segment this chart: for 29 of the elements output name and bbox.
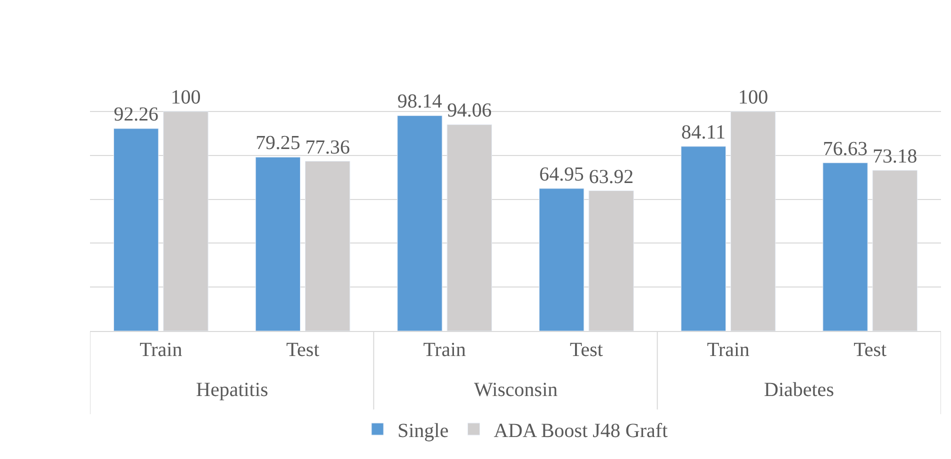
text: Diabetes: [764, 379, 834, 401]
bar: [397, 115, 442, 331]
data-label: 64.95: [539, 164, 584, 186]
bar: [539, 188, 584, 331]
x-tick-label: Test: [570, 339, 604, 361]
data-label: 76.63: [822, 138, 868, 160]
x-tick-label: Train: [140, 339, 182, 361]
x-tick-label: Train: [706, 339, 750, 361]
data-label: 84.11: [681, 121, 726, 144]
x-tick-label: Test: [854, 339, 888, 361]
x-tick-label: Train: [423, 339, 466, 361]
data-label: 100: [170, 86, 201, 109]
data-label: 63.92: [588, 166, 634, 188]
bar: [114, 128, 159, 331]
data-label: 77.36: [305, 136, 350, 158]
bar: [822, 162, 868, 331]
x-tick-label: Test: [286, 339, 320, 361]
text: Wisconsin: [474, 379, 558, 401]
bar: [255, 156, 301, 331]
legend-label: ADA Boost J48 Graft: [494, 420, 668, 442]
data-label: 73.18: [872, 145, 918, 168]
data-label: 100: [738, 86, 768, 109]
data-label: 79.25: [256, 132, 300, 154]
data-label: 94.06: [447, 100, 492, 122]
text: Hepatitis: [196, 379, 268, 401]
legend-label: Single: [398, 420, 449, 442]
data-label: 98.14: [397, 90, 442, 113]
bar: [680, 146, 726, 331]
data-label: 92.26: [114, 104, 158, 126]
